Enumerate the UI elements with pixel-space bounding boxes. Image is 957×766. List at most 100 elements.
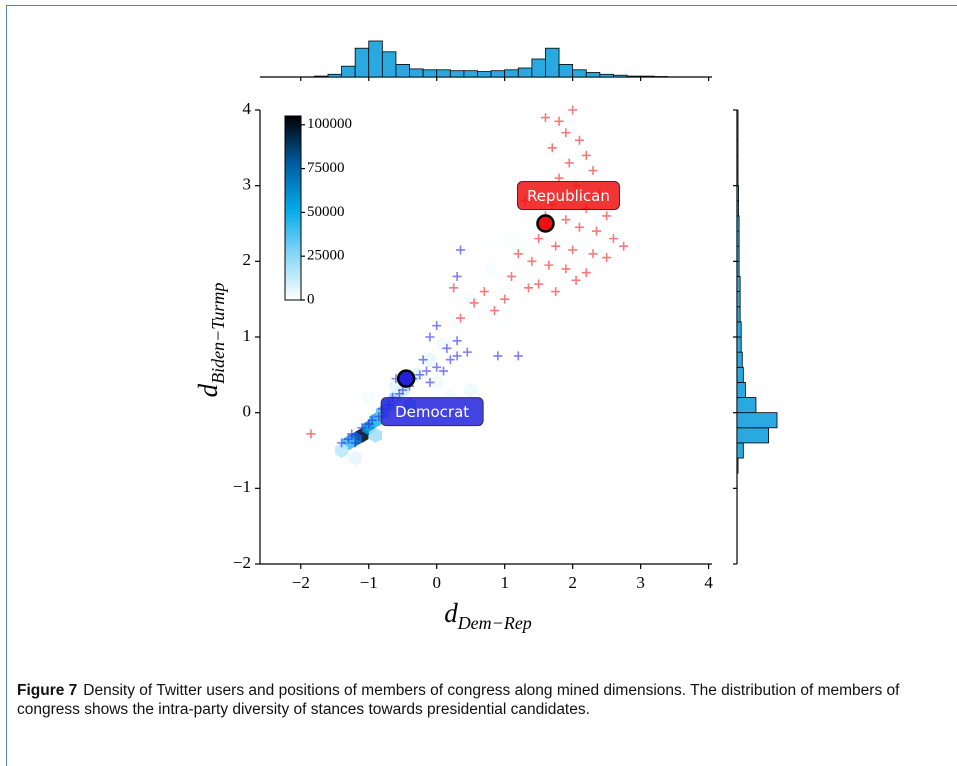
density-cell: [437, 337, 450, 353]
y-hist-bar: [736, 154, 739, 171]
congress-member-marker: [306, 429, 316, 439]
x-tick-label: −1: [360, 573, 378, 592]
congress-member-marker: [574, 222, 584, 232]
xlabel: dDem−Rep: [444, 598, 532, 633]
colorbar-tick-label: 0: [307, 291, 315, 307]
x-hist-bar: [626, 75, 642, 78]
congress-member-marker: [439, 366, 449, 376]
congress-member-marker: [568, 105, 578, 115]
centroid-label: Republican: [516, 181, 620, 210]
congress-member-marker: [367, 415, 377, 425]
congress-member-marker: [561, 215, 571, 225]
congress-member-marker: [452, 271, 462, 281]
congress-member-marker: [602, 211, 612, 221]
density-cell: [545, 155, 559, 171]
x-hist-bar: [531, 58, 546, 78]
x-tick-label: 4: [704, 573, 713, 592]
y-hist-bar: [736, 427, 769, 444]
congress-member-marker: [588, 166, 598, 176]
x-hist-bar: [368, 40, 383, 78]
x-hist-bar: [517, 67, 533, 78]
congress-member-marker: [415, 370, 425, 380]
x-hist-bar: [436, 69, 451, 78]
centroid: [536, 214, 555, 233]
y-hist-bar: [736, 230, 740, 247]
congress-member-marker: [425, 377, 435, 387]
y-tick-label: 1: [243, 326, 252, 345]
y-hist-bar: [736, 321, 742, 338]
congress-member-marker: [493, 351, 503, 361]
congress-member-marker: [456, 245, 466, 255]
y-hist-bar: [736, 109, 739, 126]
congress-member-marker: [581, 150, 591, 160]
label-box: [516, 181, 620, 210]
congress-member-marker: [608, 234, 618, 244]
x-hist-bar: [313, 75, 329, 78]
y-hist-bar: [736, 442, 744, 459]
congress-member-marker: [527, 256, 537, 266]
x-hist-bar: [504, 69, 519, 78]
label-text: Democrat: [395, 403, 469, 421]
y-tick-label: 0: [243, 402, 252, 421]
x-hist-bar: [558, 64, 574, 78]
x-hist-bar: [354, 47, 370, 78]
centroid: [396, 369, 416, 388]
congress-member-marker: [479, 287, 489, 297]
y-hist-bar: [736, 412, 778, 429]
caption-text: Density of Twitter users and positions o…: [17, 682, 900, 718]
frame: [6, 5, 957, 766]
y-hist-bar: [736, 366, 744, 383]
y-hist-bar: [736, 260, 740, 277]
y-tick-label: −2: [233, 553, 251, 572]
congress-member-marker: [418, 355, 428, 365]
congress-member-marker: [422, 366, 432, 376]
x-tick-label: 3: [636, 573, 645, 592]
x-hist-bar: [327, 73, 342, 78]
density-cell: [498, 314, 512, 330]
x-hist-bar: [422, 69, 438, 78]
density-cell: [335, 443, 349, 458]
congress-member-marker: [337, 438, 347, 448]
congress-member-marker: [561, 128, 571, 138]
congress-member-marker: [619, 241, 629, 251]
congress-member-marker: [343, 434, 353, 444]
y-hist-bar: [736, 397, 757, 414]
label-text: Republican: [527, 187, 610, 205]
y-hist-bar: [736, 215, 740, 232]
x-hist-bar: [572, 69, 587, 78]
colorbar-tick-label: 25000: [307, 248, 345, 264]
congress-member-marker: [540, 113, 550, 123]
congress-member-marker: [456, 313, 466, 323]
xlabel-main: d: [444, 598, 458, 628]
congress-member-marker: [432, 362, 442, 372]
congress-member-marker: [534, 279, 544, 289]
centroid-label: Democrat: [380, 397, 484, 427]
xlabel-sub: Dem−Rep: [457, 613, 532, 633]
congress-member-marker: [544, 260, 554, 270]
congress-member-marker: [547, 143, 557, 153]
y-hist-bar: [736, 351, 743, 368]
congress-member-marker: [357, 423, 367, 433]
y-hist-bar: [736, 124, 739, 141]
x-hist-bar: [477, 71, 492, 78]
x-hist-bar: [585, 72, 601, 78]
density-cell: [464, 291, 478, 307]
y-hist-bar: [736, 200, 739, 217]
congress-member-marker: [452, 336, 462, 346]
congress-member-marker: [591, 226, 601, 236]
congress-member-marker: [568, 245, 578, 255]
x-tick-label: 0: [432, 573, 441, 592]
congress-member-marker: [588, 249, 598, 259]
density-cell: [505, 231, 518, 247]
y-hist-bar: [736, 170, 739, 187]
y-hist-bar: [736, 336, 742, 353]
congress-member-marker: [445, 355, 455, 365]
y-hist-bar: [736, 291, 741, 308]
congress-member-marker: [425, 332, 435, 342]
congress-member-marker: [489, 306, 499, 316]
congress-member-marker: [500, 294, 510, 304]
congress-member-marker: [449, 283, 459, 293]
congress-member-marker: [513, 249, 523, 259]
congress-member-marker: [354, 430, 364, 440]
colorbar: [284, 115, 302, 301]
